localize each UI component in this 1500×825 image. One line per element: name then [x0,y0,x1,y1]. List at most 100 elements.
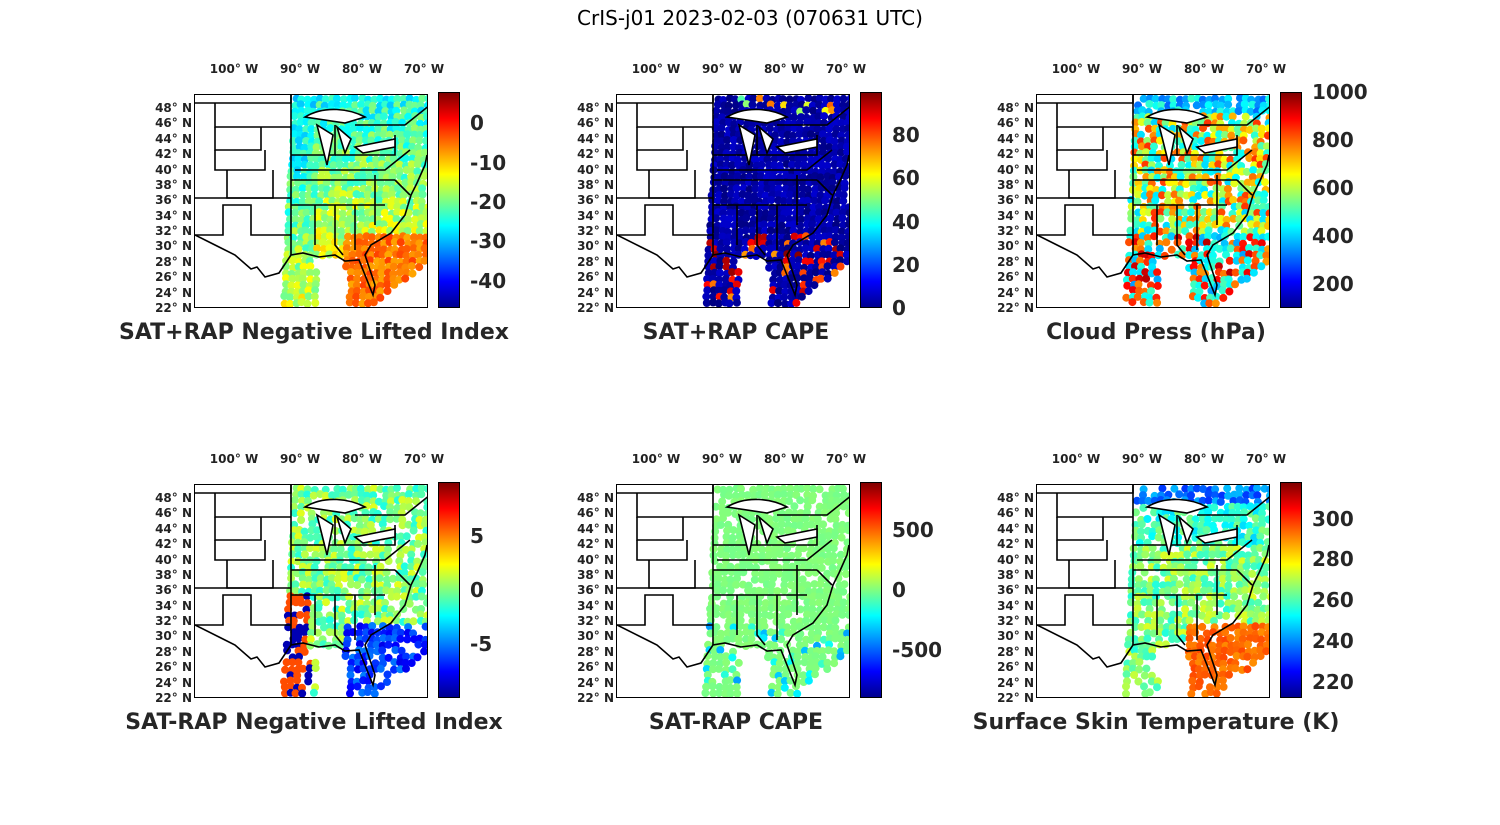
observation-dot [760,490,769,499]
longitude-tick-label: 100° W [209,62,259,76]
observation-dot [732,298,741,307]
colorbar-tick-label: 240 [1312,628,1354,653]
observation-dot [1122,293,1131,302]
observation-dot [404,520,413,529]
observation-dot [729,647,737,656]
observation-dot [384,653,393,662]
observation-dot [731,491,740,500]
latitude-tick-label: 44° N [577,521,614,536]
observation-dot [726,689,735,697]
observation-dot [1190,268,1199,277]
observation-dot [326,124,335,133]
observation-dot [817,563,826,572]
observation-dot [767,299,776,307]
observation-dot [416,119,424,128]
observation-dot [728,653,737,662]
observation-dot [1251,622,1260,631]
observation-dot [830,251,839,260]
observation-dot [1136,238,1145,247]
observation-dot [290,130,299,139]
colorbar-tick-label: -40 [470,268,507,293]
observation-dot [354,652,362,661]
observation-dot [332,95,341,103]
observation-dot [1227,125,1236,134]
observation-dot [719,586,728,595]
observation-dot [405,95,414,103]
observation-dot [1204,515,1213,524]
observation-dot [408,142,417,151]
observation-dot [392,592,401,601]
observation-dot [823,665,832,673]
observation-dot [803,214,812,223]
observation-dot [381,605,389,613]
observation-dot [390,665,398,674]
observation-dot [1122,689,1130,697]
observation-dot [383,287,392,295]
observation-dot [736,616,745,625]
observation-dot [384,250,393,259]
observation-dot [815,592,824,601]
observation-dot [780,683,789,692]
observation-dot [801,514,810,523]
observation-dot [333,190,342,199]
observation-dot [783,514,792,523]
observation-dot [1202,238,1211,247]
observation-dot [402,257,411,266]
observation-dot [836,256,845,265]
observation-dot [401,154,410,163]
observation-dot [840,184,849,193]
latitude-tick-label: 40° N [577,162,614,177]
observation-dot [794,160,802,169]
observation-dot [1243,178,1252,187]
observation-dots [280,485,427,697]
observation-dot [1219,670,1228,679]
observation-dot [314,611,323,620]
observation-dot [312,533,321,541]
observation-dot [298,683,306,692]
longitude-tick-label: 90° W [279,452,321,466]
observation-dot [311,664,320,673]
observation-dot [732,683,741,692]
observation-dot [781,671,790,679]
map-canvas [617,95,849,307]
great-lake [353,528,396,544]
observation-dot [786,574,795,583]
observation-dot [1257,520,1266,529]
observation-dot [294,646,303,655]
observation-dot [1167,232,1176,241]
observation-dot [1195,658,1203,667]
observation-dot [1153,275,1162,284]
observation-dot [1243,268,1252,277]
observation-dot [408,250,417,259]
observation-dot [407,659,416,667]
state-border [214,493,291,518]
observation-dot [378,257,387,266]
observation-dot [1257,628,1266,637]
observation-dot [785,95,794,104]
observation-dot [1140,671,1149,680]
longitude-ticks: 100° W 90° W 80° W 70° W [616,452,866,472]
latitude-tick-label: 34° N [577,598,614,613]
observation-dot [1239,515,1248,524]
longitude-tick-label: 90° W [279,62,321,76]
observation-dot [1181,605,1190,614]
observation-dot [803,581,812,590]
observation-dot [422,130,427,139]
observation-dot [811,268,820,277]
observation-dot [306,262,315,271]
observation-dot [834,574,843,583]
latitude-tick-label: 44° N [577,131,614,146]
observation-dot [1205,107,1214,116]
observation-dot [346,574,355,583]
observation-dot [1204,496,1213,505]
observation-dot [300,550,309,559]
observation-dot [1221,131,1229,139]
observation-dot [837,526,846,535]
observation-dot [407,160,416,169]
observation-dot [1129,268,1138,277]
observation-dot [820,112,829,121]
observation-dot [362,617,371,625]
observation-dot [414,250,423,259]
colorbar-ticks: 5 0 -5 [464,482,554,698]
observation-dot [326,622,335,631]
